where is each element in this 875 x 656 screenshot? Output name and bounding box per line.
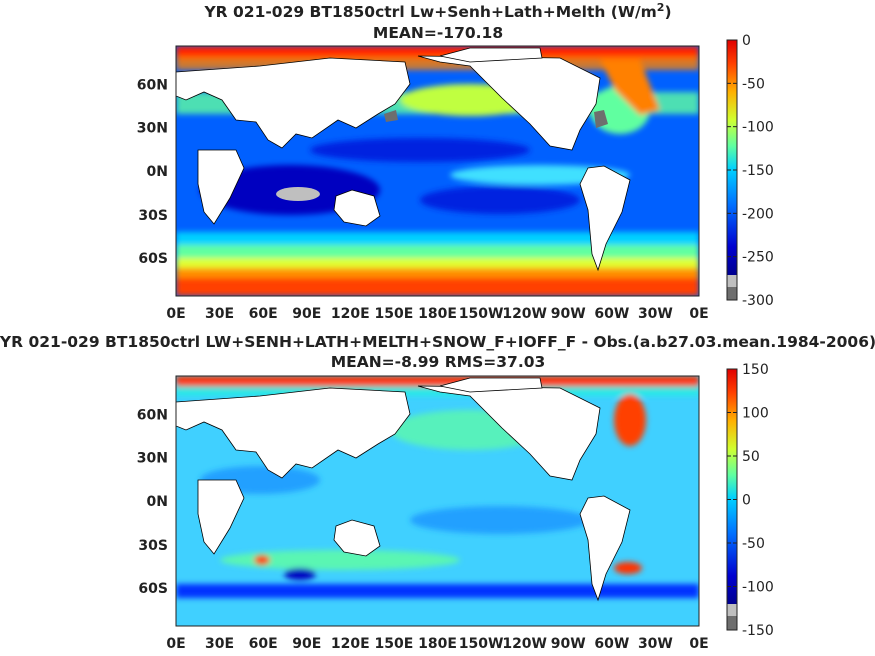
x-tick-label: 150W [459,636,504,652]
colorbar-tick-label: -100 [742,120,774,136]
x-tick-label: 120E [331,636,370,652]
x-tick-label: 120E [331,306,370,322]
colorbar-tick-label: -250 [742,250,774,266]
panel-bottom: YR 021-029 BT1850ctrl LW+SENH+LATH+MELTH… [0,333,875,652]
x-tick-label: 60W [594,306,629,322]
y-tick-label: 30S [138,208,168,224]
x-tick-label: 60W [594,636,629,652]
colorbar-tick-label: -50 [742,536,765,552]
x-tick-label: 90W [551,306,586,322]
x-tick-label: 30W [638,306,673,322]
land-bottom [176,377,631,602]
y-tick-label: 0N [147,164,168,180]
plot-frame-top [175,45,700,297]
colorbar-tick-label: -300 [742,293,774,309]
colorbar-tick-label: -150 [742,163,774,179]
colorbar-tick-label: -100 [742,580,774,596]
plot-frame-bottom [175,375,700,627]
x-tick-label: 90W [551,636,586,652]
title-bottom: YR 021-029 BT1850ctrl LW+SENH+LATH+MELTH… [0,333,875,351]
x-tick-label: 150W [459,306,504,322]
x-tick-label: 150E [375,636,414,652]
x-tick-label: 90E [292,306,321,322]
y-tick-label: 30N [137,450,168,466]
title-top: YR 021-029 BT1850ctrl Lw+Senh+Lath+Melth… [203,1,671,21]
x-tick-label: 60E [249,306,278,322]
y-tick-label: 30S [138,538,168,554]
y-axis-bottom: 60N 30N 0N 30S 60S [137,407,168,597]
colorbar-tick-label: 0 [742,493,751,509]
x-tick-label: 180E [418,306,457,322]
colorbar-top: 0 -50 -100 -150 -200 -250 -300 [726,33,774,309]
colorbar-tick-label: -150 [742,623,774,639]
colorbar-tick-label: 150 [742,362,769,378]
x-tick-label: 180E [418,636,457,652]
colorbar-tick-label: 100 [742,406,769,422]
y-tick-label: 60N [137,77,168,93]
land-top [176,47,631,272]
y-tick-label: 60S [138,581,168,597]
y-tick-label: 30N [137,120,168,136]
colorbar-bottom: 150 100 50 0 -50 -100 -150 [726,362,774,639]
colorbar-tick-label: -200 [742,206,774,222]
x-tick-label: 60E [249,636,278,652]
panel-top: YR 021-029 BT1850ctrl Lw+Senh+Lath+Melth… [137,1,774,322]
x-tick-label: 30E [205,636,234,652]
x-tick-label: 90E [292,636,321,652]
colorbar-tick-label: -50 [742,76,765,92]
y-tick-label: 60N [137,407,168,423]
x-tick-label: 120W [502,636,547,652]
subtitle-top: MEAN=-170.18 [373,24,503,42]
x-tick-label: 0E [689,636,708,652]
colorbar-tick-label: 50 [742,449,760,465]
subtitle-bottom: MEAN=-8.99 RMS=37.03 [331,353,546,371]
x-tick-label: 30W [638,636,673,652]
x-tick-label: 120W [502,306,547,322]
x-tick-label: 150E [375,306,414,322]
y-axis-top: 60N 30N 0N 30S 60S [137,77,168,267]
x-tick-label: 30E [205,306,234,322]
y-tick-label: 0N [147,494,168,510]
y-tick-label: 60S [138,251,168,267]
map-field-top [176,46,699,296]
map-field-bottom [176,376,699,626]
colorbar-tick-label: 0 [742,33,751,49]
x-tick-label: 0E [166,306,185,322]
x-tick-label: 0E [166,636,185,652]
x-tick-label: 0E [689,306,708,322]
